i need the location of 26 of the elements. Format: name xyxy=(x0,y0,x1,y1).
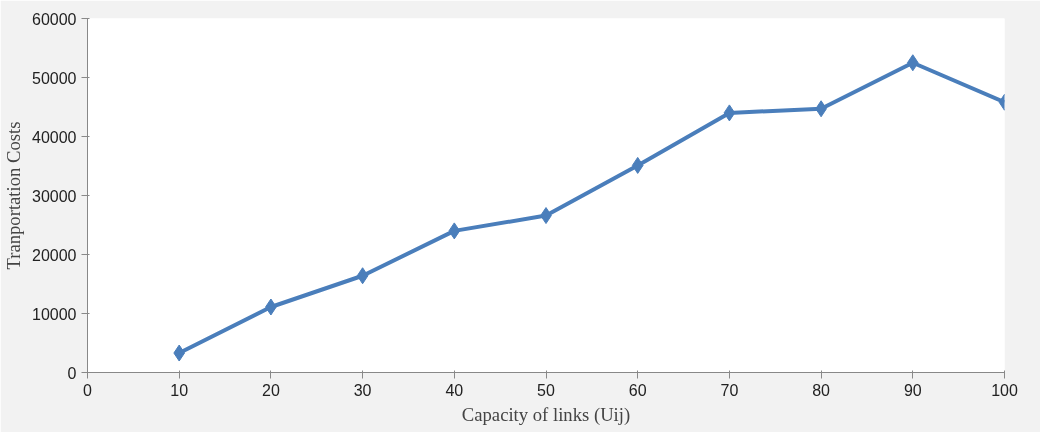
y-tick-label: 0 xyxy=(67,364,77,382)
point xyxy=(173,344,186,362)
y-axis-title: Tranportation Costs xyxy=(3,121,25,270)
x-tick-label: 40 xyxy=(445,381,464,399)
y-tick-label: 40000 xyxy=(32,128,77,146)
point xyxy=(631,156,644,174)
x-tick-label: 0 xyxy=(83,381,93,399)
x-tick-label: 20 xyxy=(262,381,280,399)
x-axis-title: Capacity of links (Uij) xyxy=(461,403,631,426)
point xyxy=(356,267,369,285)
y-tick-label: 60000 xyxy=(32,10,77,28)
x-tick-label: 100 xyxy=(991,381,1018,399)
y-tick-label: 10000 xyxy=(32,305,77,323)
point xyxy=(723,104,736,122)
x-tick-label: 90 xyxy=(903,381,922,399)
x-tick-label: 50 xyxy=(537,381,555,399)
point xyxy=(906,54,919,72)
point xyxy=(448,222,461,240)
x-tick-label: 80 xyxy=(812,381,831,399)
x-tick-label: 10 xyxy=(170,381,189,399)
x-tick-label: 70 xyxy=(720,381,739,399)
y-tick-label: 20000 xyxy=(32,246,77,264)
x-tick-label: 60 xyxy=(628,381,647,399)
x-tick-label: 30 xyxy=(353,381,372,399)
y-tick-label: 30000 xyxy=(32,187,77,205)
y-tick-label: 50000 xyxy=(32,69,77,87)
